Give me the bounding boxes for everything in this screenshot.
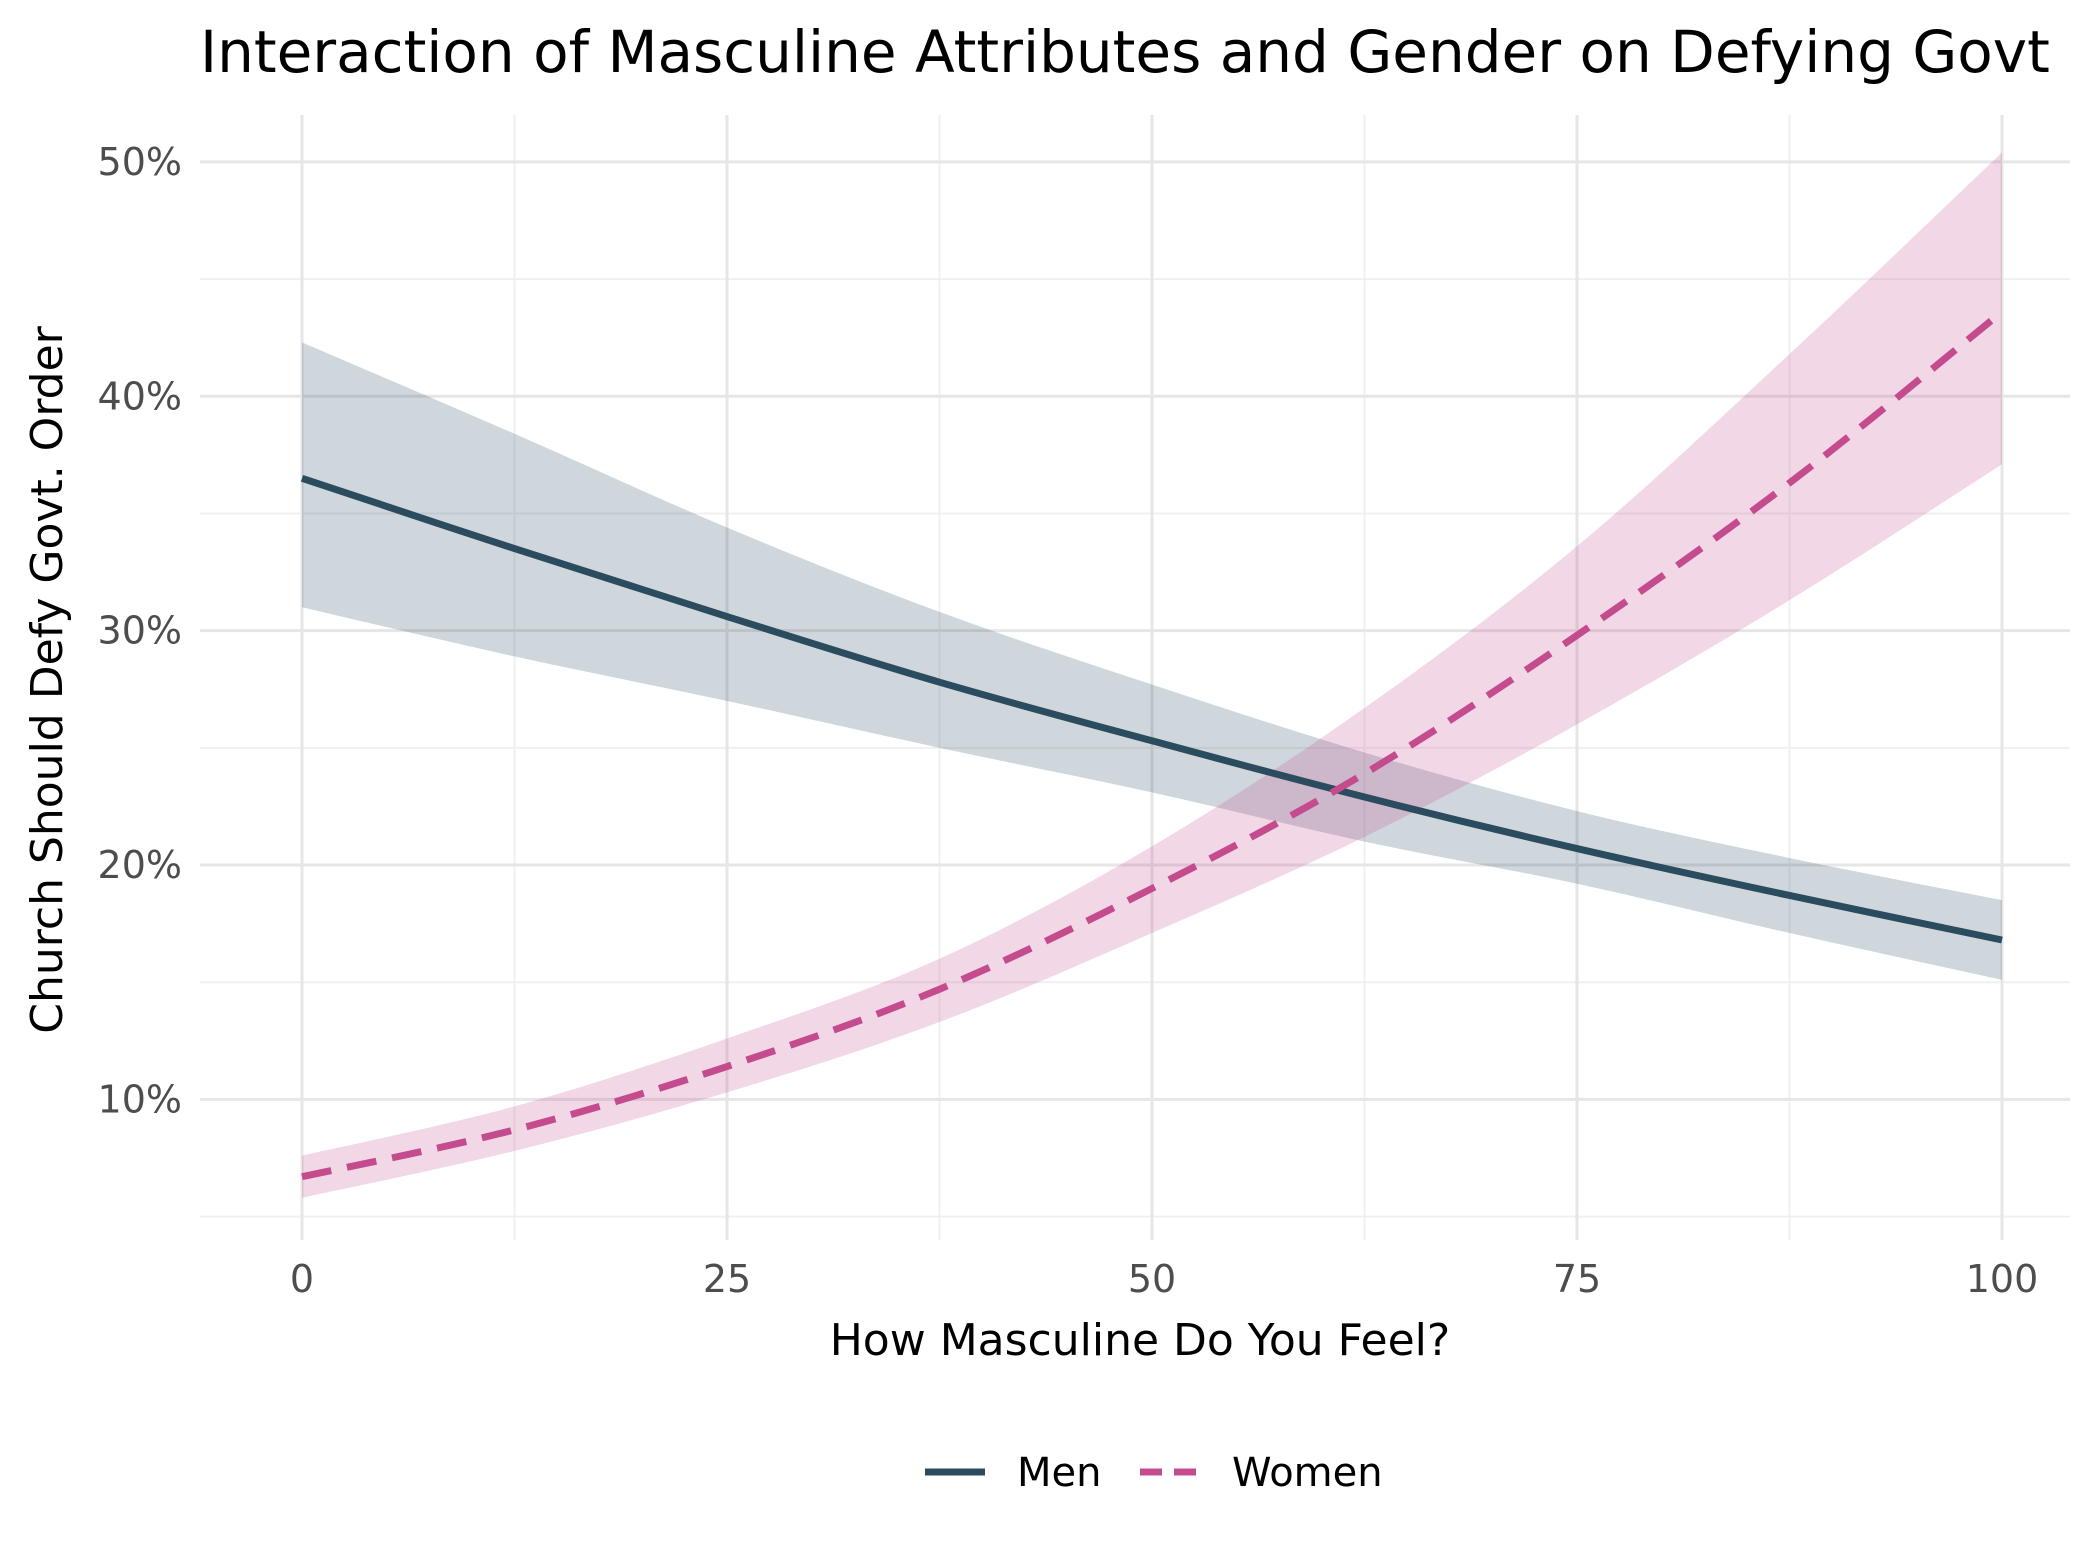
legend-label-men: Men [1017,1450,1101,1496]
confidence-bands [302,152,2002,1198]
series-lines [300,309,2005,1181]
legend: Men Women [925,1450,1383,1496]
y-tick-label: 40% [98,374,182,418]
minor-gridlines [200,115,2070,1240]
y-tick-label: 30% [98,609,182,653]
major-gridlines [200,115,2070,1240]
x-tick-label: 75 [1553,1257,1601,1301]
confidence-band-women [302,152,2002,1198]
y-axis-title: Church Should Defy Govt. Order [22,325,73,1033]
y-tick-label: 20% [98,843,182,887]
x-tick-label: 50 [1128,1257,1176,1301]
y-tick-label: 50% [98,140,182,184]
x-tick-label: 25 [703,1257,751,1301]
legend-label-women: Women [1232,1450,1383,1496]
y-tick-labels: 10% 20% 30% 40% 50% [98,140,182,1122]
chart-title: Interaction of Masculine Attributes and … [200,18,2050,86]
y-tick-label: 10% [98,1077,182,1121]
series-line-men [300,474,2003,944]
x-tick-label: 100 [1966,1257,2039,1301]
x-tick-labels: 0 25 50 75 100 [290,1257,2038,1301]
x-tick-label: 0 [290,1257,314,1301]
x-axis-title: How Masculine Do You Feel? [830,1315,1451,1366]
series-line-women [301,309,2005,1181]
confidence-band-men [302,342,2002,980]
